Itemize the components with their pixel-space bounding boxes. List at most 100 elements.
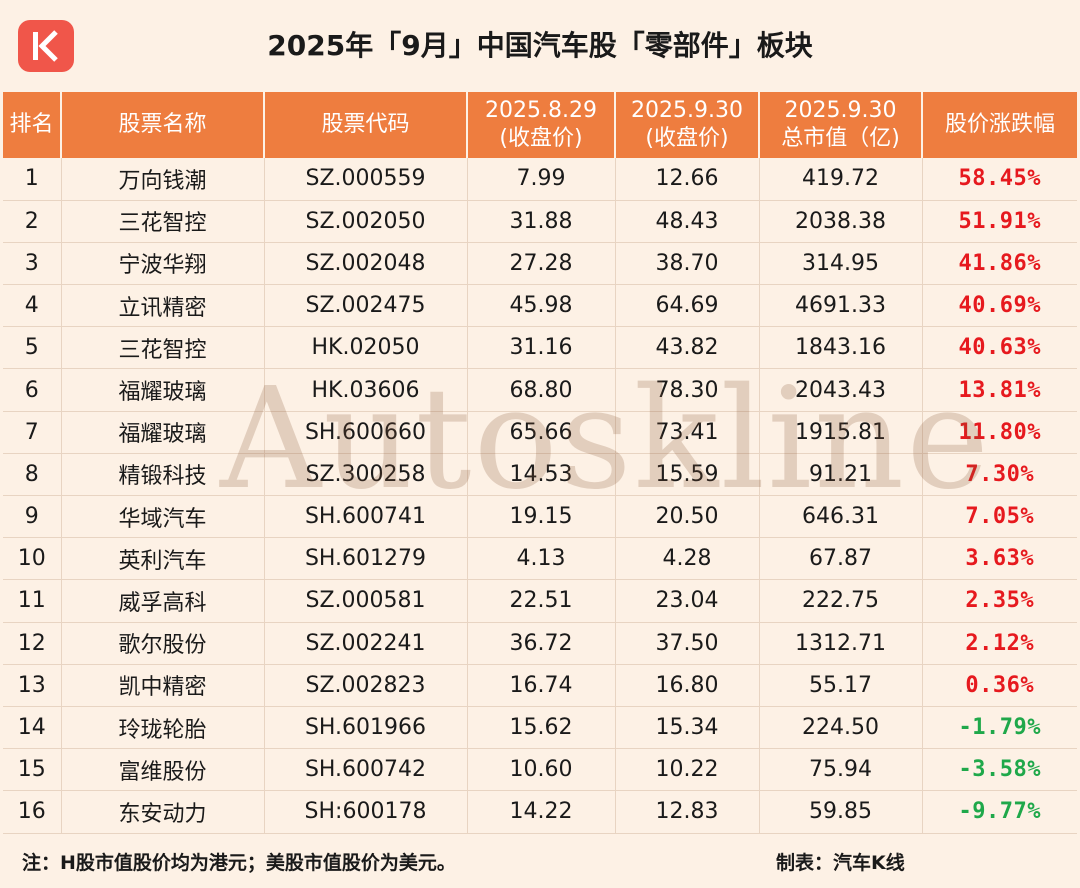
cell-rank: 13 (3, 663, 62, 707)
table-row: 4 立讯精密 SZ.002475 45.98 64.69 4691.33 40.69% (3, 284, 1077, 327)
header-close-sep: 2025.9.30 (收盘价) (615, 92, 760, 158)
cell-close-sep: 64.69 (615, 284, 760, 327)
cell-name: 万向钱潮 (61, 158, 265, 201)
cell-rank: 4 (3, 284, 62, 327)
cell-market-cap: 314.95 (759, 241, 923, 285)
cell-close-sep: 48.43 (615, 199, 760, 243)
cell-market-cap: 91.21 (759, 452, 923, 496)
footer-note: 注：H股市值股价均为港元；美股市值股价为美元。 (22, 852, 456, 874)
cell-close-aug: 7.99 (467, 158, 616, 201)
table-row: 14 玲珑轮胎 SH.601966 15.62 15.34 224.50 -1.79% (3, 705, 1077, 749)
header-code: 股票代码 (264, 92, 468, 158)
cell-market-cap: 646.31 (759, 494, 923, 538)
cell-close-aug: 45.98 (467, 284, 616, 327)
cell-market-cap: 1915.81 (759, 410, 923, 454)
cell-code: SZ.002475 (264, 284, 468, 327)
cell-code: SH.601966 (264, 705, 468, 749)
table-row: 15 富维股份 SH.600742 10.60 10.22 75.94 -3.58% (3, 748, 1077, 791)
cell-market-cap: 2043.43 (759, 368, 923, 412)
cell-name: 华域汽车 (61, 494, 265, 538)
cell-close-sep: 78.30 (615, 368, 760, 412)
cell-name: 东安动力 (61, 790, 265, 834)
cell-rank: 10 (3, 537, 62, 580)
cell-code: HK.02050 (264, 326, 468, 369)
cell-market-cap: 419.72 (759, 158, 923, 201)
cell-market-cap: 55.17 (759, 663, 923, 707)
cell-change: -3.58% (922, 748, 1077, 791)
cell-code: SZ.002823 (264, 663, 468, 707)
cell-close-sep: 43.82 (615, 326, 760, 369)
cell-market-cap: 222.75 (759, 579, 923, 623)
cell-code: SZ.300258 (264, 452, 468, 496)
cell-code: HK.03606 (264, 368, 468, 412)
cell-change: 58.45% (958, 166, 1041, 192)
cell-code: SZ.000581 (264, 579, 468, 623)
cell-change: 3.63% (922, 537, 1077, 580)
cell-rank: 6 (3, 368, 62, 412)
cell-code: SH:600178 (264, 790, 468, 834)
cell-name: 英利汽车 (61, 537, 265, 580)
table-row: 7 福耀玻璃 SH.600660 65.66 73.41 1915.81 11.80% (3, 410, 1077, 454)
cell-close-aug: 19.15 (467, 494, 616, 538)
cell-close-aug: 68.80 (467, 368, 616, 412)
cell-change: 7.05% (922, 494, 1077, 538)
table-row: 11 威孚高科 SZ.000581 22.51 23.04 222.75 2.35% (3, 579, 1077, 623)
cell-rank: 5 (3, 326, 62, 369)
cell-code: SZ.002048 (264, 241, 468, 285)
table-row: 5 三花智控 HK.02050 31.16 43.82 1843.16 40.63% (3, 326, 1077, 369)
cell-close-sep: 38.70 (615, 241, 760, 285)
cell-market-cap: 1843.16 (759, 326, 923, 369)
table-row: 8 精锻科技 SZ.300258 14.53 15.59 91.21 7.30% (3, 452, 1077, 496)
table-header-row: 排名 股票名称 股票代码 2025.8.29 (收盘价) 2025.9.30 (收盘… (3, 92, 1077, 158)
footer-credit: 制表：汽车K线 (776, 852, 905, 874)
cell-rank: 14 (3, 705, 62, 749)
cell-rank: 12 (3, 621, 62, 665)
cell-name: 福耀玻璃 (61, 410, 265, 454)
cell-close-sep: 12.66 (615, 158, 760, 201)
cell-code: SZ.002241 (264, 621, 468, 665)
table-row: 12 歌尔股份 SZ.002241 36.72 37.50 1312.71 2.12% (3, 621, 1077, 665)
header-market-cap: 2025.9.30 总市值（亿) (759, 92, 923, 158)
cell-name: 歌尔股份 (61, 621, 265, 665)
header-rank: 排名 (3, 92, 62, 158)
cell-close-sep: 12.83 (615, 790, 760, 834)
table-row: 10 英利汽车 SH.601279 4.13 4.28 67.87 3.63% (3, 537, 1077, 580)
header-close-aug: 2025.8.29 (收盘价) (467, 92, 616, 158)
cell-name: 威孚高科 (61, 579, 265, 623)
page-title: 2025年「9月」中国汽车股「零部件」板块 (267, 29, 813, 62)
cell-change: -9.77% (922, 790, 1077, 834)
cell-code: SZ.002050 (264, 199, 468, 243)
cell-change: 51.91% (922, 199, 1077, 243)
cell-rank: 3 (3, 241, 62, 285)
footer: 注：H股市值股价均为港元；美股市值股价为美元。 制表：汽车K线 (0, 836, 1080, 888)
cell-change: 7.30% (922, 452, 1077, 496)
cell-code: SH.600660 (264, 410, 468, 454)
cell-market-cap: 59.85 (759, 790, 923, 834)
cell-change: 40.69% (922, 284, 1077, 327)
cell-close-aug: 16.74 (467, 663, 616, 707)
cell-rank: 11 (3, 579, 62, 623)
cell-name: 宁波华翔 (61, 241, 265, 285)
cell-market-cap: 75.94 (759, 748, 923, 791)
cell-close-aug: 4.13 (467, 537, 616, 580)
table-row: 6 福耀玻璃 HK.03606 68.80 78.30 2043.43 13.81% (3, 368, 1077, 412)
cell-market-cap: 4691.33 (759, 284, 923, 327)
cell-market-cap: 224.50 (759, 705, 923, 749)
cell-rank: 15 (3, 748, 62, 791)
cell-rank: 8 (3, 452, 62, 496)
header-name: 股票名称 (61, 92, 265, 158)
cell-close-sep: 23.04 (615, 579, 760, 623)
header-change: 股价涨跌幅 (922, 92, 1077, 158)
cell-name: 玲珑轮胎 (61, 705, 265, 749)
table-row: 16 东安动力 SH:600178 14.22 12.83 59.85 -9.77% (3, 790, 1077, 834)
cell-close-sep: 4.28 (615, 537, 760, 580)
cell-market-cap: 2038.38 (759, 199, 923, 243)
cell-name: 立讯精密 (61, 284, 265, 327)
cell-change: 11.80% (922, 410, 1077, 454)
stock-table: 排名 股票名称 股票代码 2025.8.29 (收盘价) 2025.9.30 (收盘… (3, 92, 1077, 834)
cell-code: SZ.000559 (264, 158, 468, 201)
cell-change: 2.12% (922, 621, 1077, 665)
k-letter-icon (18, 20, 74, 72)
cell-rank: 16 (3, 790, 62, 834)
cell-close-sep: 15.34 (615, 705, 760, 749)
